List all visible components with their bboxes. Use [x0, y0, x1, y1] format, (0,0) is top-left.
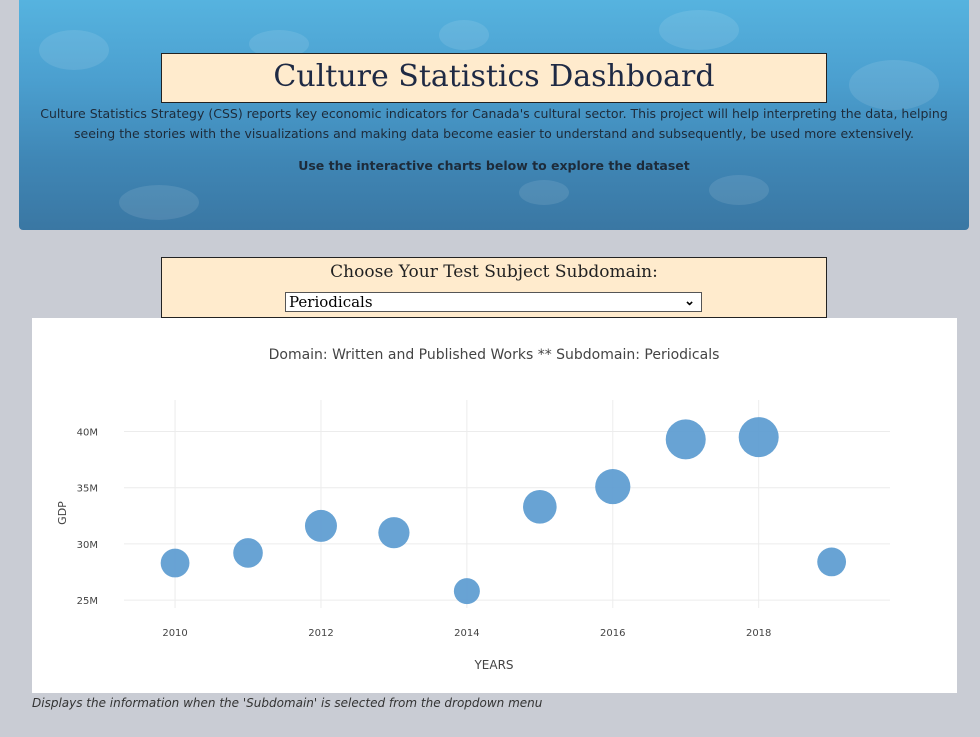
banner-bokeh	[849, 60, 939, 110]
banner-bokeh	[659, 10, 739, 50]
subdomain-dropdown[interactable]: Periodicals ⌄	[285, 292, 702, 312]
data-point[interactable]	[665, 419, 706, 460]
data-point[interactable]	[378, 517, 410, 549]
bubble-chart[interactable]: Domain: Written and Published Works ** S…	[32, 318, 957, 693]
subdomain-selector-panel: Choose Your Test Subject Subdomain: Peri…	[161, 257, 827, 318]
data-point[interactable]	[160, 548, 190, 578]
banner-bokeh	[709, 175, 769, 205]
banner-bokeh	[119, 185, 199, 220]
y-axis-label: GDP	[56, 501, 69, 525]
data-point[interactable]	[453, 578, 480, 605]
x-tick-label: 2010	[162, 628, 187, 639]
x-tick-label: 2018	[746, 628, 771, 639]
chart-tick-labels: 2010 2012 2014 2016 2018 25M 30M 35M 40M	[77, 427, 772, 639]
x-tick-label: 2012	[308, 628, 333, 639]
y-tick-label: 30M	[77, 540, 98, 551]
x-axis-label: YEARS	[473, 658, 513, 672]
data-point[interactable]	[233, 538, 263, 568]
instruction-text: Use the interactive charts below to expl…	[298, 158, 690, 173]
banner-bokeh	[39, 30, 109, 70]
banner-bokeh	[519, 180, 569, 205]
header-banner	[19, 0, 969, 230]
banner-bokeh	[439, 20, 489, 50]
subdomain-dropdown-value: Periodicals	[289, 293, 373, 311]
x-tick-label: 2014	[454, 628, 479, 639]
chart-title: Domain: Written and Published Works ** S…	[269, 347, 720, 363]
y-tick-label: 25M	[77, 596, 98, 607]
chevron-down-icon: ⌄	[684, 294, 695, 309]
data-point[interactable]	[738, 417, 779, 458]
subdomain-selector-label: Choose Your Test Subject Subdomain:	[330, 262, 658, 282]
chart-markers	[160, 417, 847, 605]
y-tick-label: 40M	[77, 427, 98, 438]
x-tick-label: 2016	[600, 628, 625, 639]
chart-panel: Domain: Written and Published Works ** S…	[32, 318, 957, 693]
page-title: Culture Statistics Dashboard	[161, 53, 827, 103]
data-point[interactable]	[817, 547, 847, 577]
intro-text: Culture Statistics Strategy (CSS) report…	[40, 106, 948, 141]
data-point[interactable]	[304, 509, 337, 542]
data-point[interactable]	[595, 468, 631, 505]
y-tick-label: 35M	[77, 484, 98, 495]
data-point[interactable]	[523, 490, 557, 524]
chart-caption: Displays the information when the 'Subdo…	[32, 696, 543, 710]
